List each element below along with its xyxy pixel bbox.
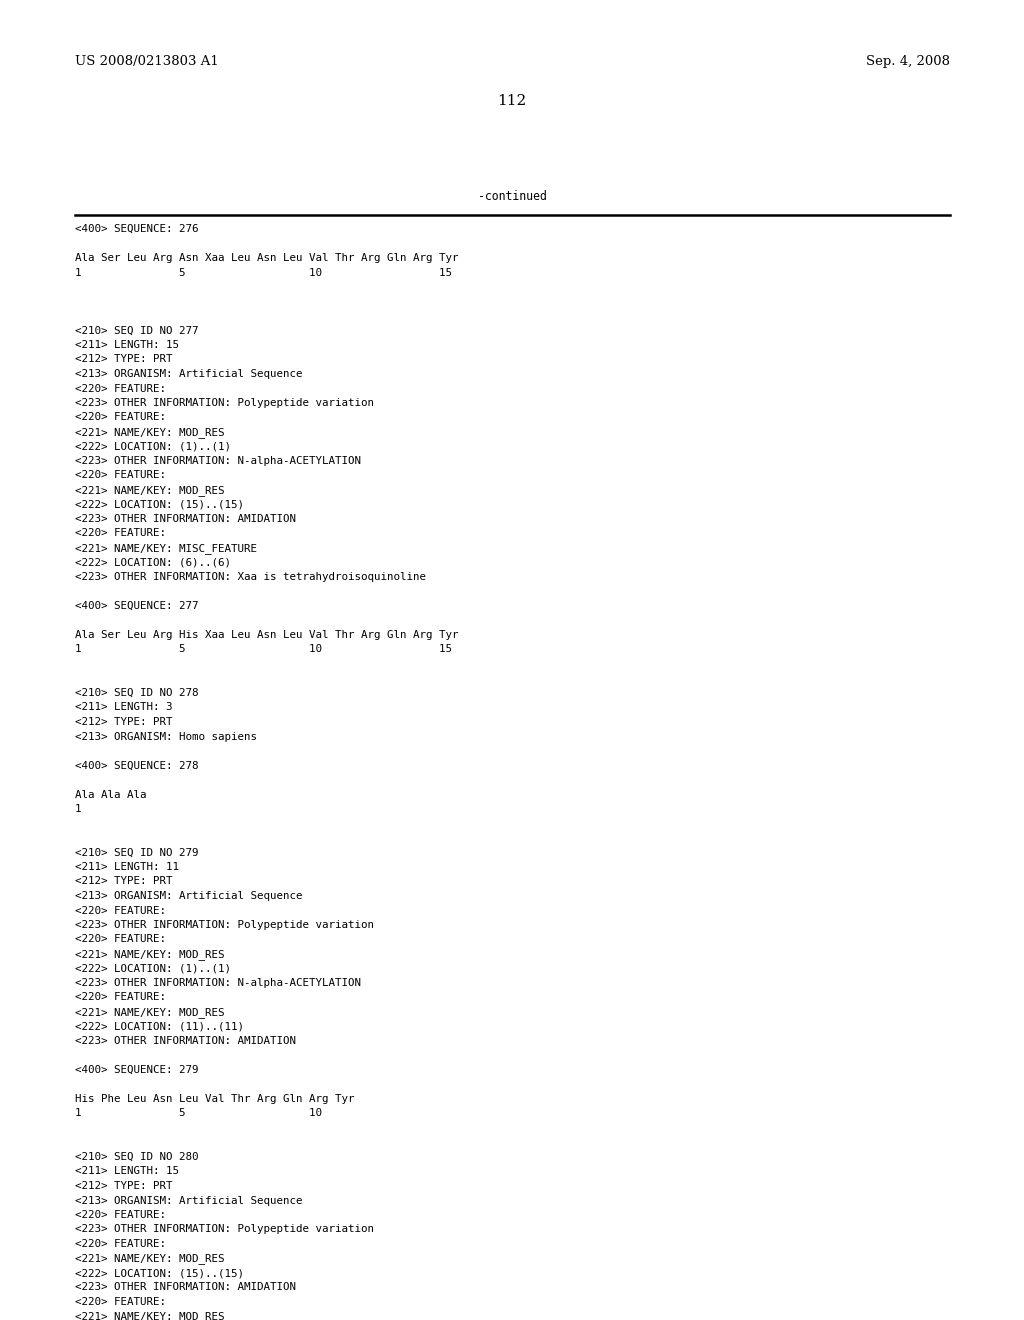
Text: 1               5                   10                  15: 1 5 10 15 <box>75 268 452 277</box>
Text: <400> SEQUENCE: 278: <400> SEQUENCE: 278 <box>75 760 199 771</box>
Text: 1               5                   10: 1 5 10 <box>75 1109 322 1118</box>
Text: <400> SEQUENCE: 276: <400> SEQUENCE: 276 <box>75 224 199 234</box>
Text: <223> OTHER INFORMATION: Polypeptide variation: <223> OTHER INFORMATION: Polypeptide var… <box>75 399 374 408</box>
Text: <222> LOCATION: (15)..(15): <222> LOCATION: (15)..(15) <box>75 1269 244 1278</box>
Text: -continued: -continued <box>477 190 547 203</box>
Text: <220> FEATURE:: <220> FEATURE: <box>75 935 166 945</box>
Text: Ala Ala Ala: Ala Ala Ala <box>75 789 146 800</box>
Text: <221> NAME/KEY: MOD_RES: <221> NAME/KEY: MOD_RES <box>75 426 224 438</box>
Text: <223> OTHER INFORMATION: N-alpha-ACETYLATION: <223> OTHER INFORMATION: N-alpha-ACETYLA… <box>75 978 361 987</box>
Text: <221> NAME/KEY: MOD_RES: <221> NAME/KEY: MOD_RES <box>75 1312 224 1320</box>
Text: <222> LOCATION: (15)..(15): <222> LOCATION: (15)..(15) <box>75 499 244 510</box>
Text: <220> FEATURE:: <220> FEATURE: <box>75 906 166 916</box>
Text: <221> NAME/KEY: MOD_RES: <221> NAME/KEY: MOD_RES <box>75 484 224 496</box>
Text: Ala Ser Leu Arg His Xaa Leu Asn Leu Val Thr Arg Gln Arg Tyr: Ala Ser Leu Arg His Xaa Leu Asn Leu Val … <box>75 630 459 640</box>
Text: <212> TYPE: PRT: <212> TYPE: PRT <box>75 717 172 727</box>
Text: <212> TYPE: PRT: <212> TYPE: PRT <box>75 1181 172 1191</box>
Text: <223> OTHER INFORMATION: Xaa is tetrahydroisoquinoline: <223> OTHER INFORMATION: Xaa is tetrahyd… <box>75 572 426 582</box>
Text: <221> NAME/KEY: MOD_RES: <221> NAME/KEY: MOD_RES <box>75 949 224 960</box>
Text: <211> LENGTH: 15: <211> LENGTH: 15 <box>75 341 179 350</box>
Text: Sep. 4, 2008: Sep. 4, 2008 <box>866 55 950 69</box>
Text: <223> OTHER INFORMATION: AMIDATION: <223> OTHER INFORMATION: AMIDATION <box>75 1283 296 1292</box>
Text: <210> SEQ ID NO 278: <210> SEQ ID NO 278 <box>75 688 199 698</box>
Text: <400> SEQUENCE: 279: <400> SEQUENCE: 279 <box>75 1065 199 1074</box>
Text: <220> FEATURE:: <220> FEATURE: <box>75 470 166 480</box>
Text: <223> OTHER INFORMATION: AMIDATION: <223> OTHER INFORMATION: AMIDATION <box>75 1036 296 1045</box>
Text: <213> ORGANISM: Homo sapiens: <213> ORGANISM: Homo sapiens <box>75 731 257 742</box>
Text: <221> NAME/KEY: MISC_FEATURE: <221> NAME/KEY: MISC_FEATURE <box>75 543 257 554</box>
Text: <223> OTHER INFORMATION: Polypeptide variation: <223> OTHER INFORMATION: Polypeptide var… <box>75 920 374 931</box>
Text: 1: 1 <box>75 804 82 814</box>
Text: <222> LOCATION: (11)..(11): <222> LOCATION: (11)..(11) <box>75 1022 244 1031</box>
Text: US 2008/0213803 A1: US 2008/0213803 A1 <box>75 55 219 69</box>
Text: <223> OTHER INFORMATION: AMIDATION: <223> OTHER INFORMATION: AMIDATION <box>75 513 296 524</box>
Text: <211> LENGTH: 11: <211> LENGTH: 11 <box>75 862 179 873</box>
Text: <220> FEATURE:: <220> FEATURE: <box>75 993 166 1002</box>
Text: <211> LENGTH: 3: <211> LENGTH: 3 <box>75 702 172 713</box>
Text: 1               5                   10                  15: 1 5 10 15 <box>75 644 452 655</box>
Text: 112: 112 <box>498 94 526 108</box>
Text: <400> SEQUENCE: 277: <400> SEQUENCE: 277 <box>75 601 199 611</box>
Text: <220> FEATURE:: <220> FEATURE: <box>75 1239 166 1249</box>
Text: <211> LENGTH: 15: <211> LENGTH: 15 <box>75 1167 179 1176</box>
Text: <221> NAME/KEY: MOD_RES: <221> NAME/KEY: MOD_RES <box>75 1254 224 1265</box>
Text: <210> SEQ ID NO 280: <210> SEQ ID NO 280 <box>75 1152 199 1162</box>
Text: <213> ORGANISM: Artificial Sequence: <213> ORGANISM: Artificial Sequence <box>75 1196 302 1205</box>
Text: <223> OTHER INFORMATION: N-alpha-ACETYLATION: <223> OTHER INFORMATION: N-alpha-ACETYLA… <box>75 455 361 466</box>
Text: Ala Ser Leu Arg Asn Xaa Leu Asn Leu Val Thr Arg Gln Arg Tyr: Ala Ser Leu Arg Asn Xaa Leu Asn Leu Val … <box>75 253 459 263</box>
Text: <222> LOCATION: (6)..(6): <222> LOCATION: (6)..(6) <box>75 557 231 568</box>
Text: <223> OTHER INFORMATION: Polypeptide variation: <223> OTHER INFORMATION: Polypeptide var… <box>75 1225 374 1234</box>
Text: <222> LOCATION: (1)..(1): <222> LOCATION: (1)..(1) <box>75 441 231 451</box>
Text: <212> TYPE: PRT: <212> TYPE: PRT <box>75 876 172 887</box>
Text: <210> SEQ ID NO 277: <210> SEQ ID NO 277 <box>75 326 199 335</box>
Text: <220> FEATURE:: <220> FEATURE: <box>75 412 166 422</box>
Text: <212> TYPE: PRT: <212> TYPE: PRT <box>75 355 172 364</box>
Text: <220> FEATURE:: <220> FEATURE: <box>75 528 166 539</box>
Text: <213> ORGANISM: Artificial Sequence: <213> ORGANISM: Artificial Sequence <box>75 891 302 902</box>
Text: <213> ORGANISM: Artificial Sequence: <213> ORGANISM: Artificial Sequence <box>75 370 302 379</box>
Text: <221> NAME/KEY: MOD_RES: <221> NAME/KEY: MOD_RES <box>75 1007 224 1018</box>
Text: <220> FEATURE:: <220> FEATURE: <box>75 1210 166 1220</box>
Text: <222> LOCATION: (1)..(1): <222> LOCATION: (1)..(1) <box>75 964 231 974</box>
Text: <220> FEATURE:: <220> FEATURE: <box>75 1298 166 1307</box>
Text: His Phe Leu Asn Leu Val Thr Arg Gln Arg Tyr: His Phe Leu Asn Leu Val Thr Arg Gln Arg … <box>75 1094 354 1104</box>
Text: <210> SEQ ID NO 279: <210> SEQ ID NO 279 <box>75 847 199 858</box>
Text: <220> FEATURE:: <220> FEATURE: <box>75 384 166 393</box>
